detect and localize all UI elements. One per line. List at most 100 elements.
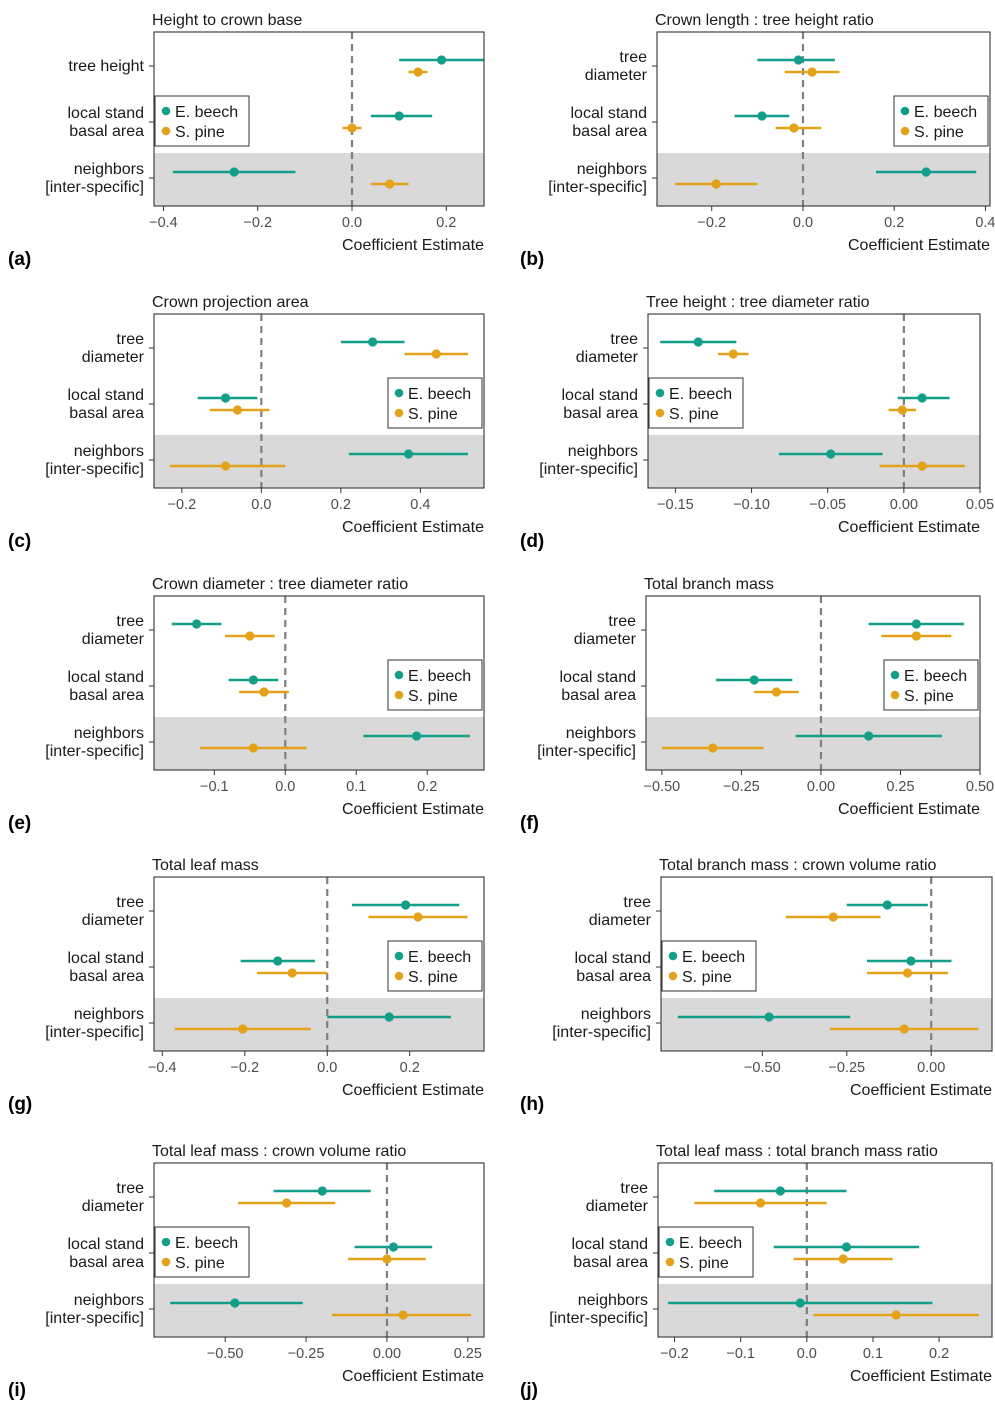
category-label: neighbors <box>74 1006 144 1023</box>
estimate-point <box>382 1254 392 1264</box>
category-label: basal area <box>561 687 636 704</box>
category-label: tree <box>620 1180 648 1197</box>
legend-beech-label: E. beech <box>914 104 977 121</box>
category-label: neighbors <box>74 161 144 178</box>
x-tick-label: 0.0 <box>797 1346 817 1362</box>
category-label: [inter-specific] <box>552 1024 651 1041</box>
panel-label: (g) <box>8 1094 32 1115</box>
legend: E. beech S. pine <box>883 659 979 711</box>
category-label: neighbors <box>74 1292 144 1309</box>
plot-frame <box>647 313 981 489</box>
panel-title: Crown diameter : tree diameter ratio <box>152 576 408 593</box>
legend-box <box>387 940 483 992</box>
plot-frame <box>153 31 485 207</box>
category-label: basal area <box>69 1254 144 1271</box>
panel-label: (i) <box>8 1380 26 1401</box>
legend-beech-label: E. beech <box>408 668 471 685</box>
category-label: [inter-specific] <box>45 1310 144 1327</box>
x-axis-label: Coefficient Estimate <box>850 1082 992 1099</box>
legend-pine-label: S. pine <box>175 124 225 141</box>
legend: E. beech S. pine <box>661 940 757 992</box>
panel-label: (j) <box>520 1380 538 1401</box>
legend-beech-marker <box>394 670 404 680</box>
panel-title: Total branch mass <box>644 576 774 593</box>
category-label: [inter-specific] <box>548 179 647 196</box>
estimate-point <box>711 179 721 189</box>
panel-b: Crown length : tree height ratio treediam… <box>520 12 995 270</box>
legend: E. beech S. pine <box>154 1226 250 1278</box>
legend: E. beech S. pine <box>387 377 483 429</box>
inter-specific-band <box>661 998 992 1051</box>
x-tick-label: −0.2 <box>230 1060 259 1076</box>
category-label: neighbors <box>581 1006 651 1023</box>
estimate-point <box>828 912 838 922</box>
estimate-point <box>436 55 447 65</box>
x-tick-label: 0.25 <box>886 779 914 795</box>
category-label: [inter-specific] <box>549 1310 648 1327</box>
category-label: local stand <box>571 105 648 122</box>
legend-pine-label: S. pine <box>914 124 964 141</box>
panel-label: (a) <box>8 249 31 270</box>
legend-beech-marker <box>394 388 404 398</box>
category-label: [inter-specific] <box>45 743 144 760</box>
x-tick-label: −0.4 <box>149 215 178 231</box>
x-tick-label: 0.0 <box>342 215 362 231</box>
plot-frame <box>660 876 993 1052</box>
x-tick-label: 0.2 <box>929 1346 949 1362</box>
estimate-point <box>347 123 357 133</box>
category-label: [inter-specific] <box>537 743 636 760</box>
legend-beech-marker <box>900 106 910 116</box>
x-tick-label: −0.50 <box>644 779 681 795</box>
estimate-point <box>403 449 414 459</box>
legend-pine-marker <box>394 408 404 418</box>
category-label: local stand <box>572 1236 649 1253</box>
legend-box <box>658 1226 754 1278</box>
panel-title: Height to crown base <box>152 12 302 29</box>
plot-frame <box>153 595 485 771</box>
category-label: diameter <box>82 1198 145 1215</box>
legend-pine-marker <box>665 1257 675 1267</box>
estimate-point <box>191 619 202 629</box>
x-tick-label: 0.00 <box>917 1060 945 1076</box>
category-label: diameter <box>82 631 145 648</box>
x-axis-label: Coefficient Estimate <box>342 1368 484 1385</box>
legend-pine-marker <box>394 971 404 981</box>
legend-beech-marker <box>890 670 900 680</box>
legend-beech-marker <box>161 106 171 116</box>
estimate-point <box>708 743 718 753</box>
legend-beech-label: E. beech <box>408 386 471 403</box>
x-tick-label: 0.4 <box>975 215 995 231</box>
panel-title: Crown projection area <box>152 294 309 311</box>
estimate-point <box>431 349 441 359</box>
legend-beech-label: E. beech <box>408 949 471 966</box>
inter-specific-band <box>154 717 484 770</box>
legend-box <box>648 377 744 429</box>
plot-frame <box>656 31 991 207</box>
inter-specific-band <box>154 1284 484 1337</box>
panel-label: (b) <box>520 249 544 270</box>
legend-box <box>883 659 979 711</box>
panel-label: (f) <box>520 813 539 834</box>
category-label: tree <box>623 894 651 911</box>
x-tick-label: 0.2 <box>436 215 456 231</box>
x-tick-label: 0.00 <box>807 779 835 795</box>
legend: E. beech S. pine <box>387 940 483 992</box>
category-label: basal area <box>573 1254 648 1271</box>
legend-pine-label: S. pine <box>679 1255 729 1272</box>
estimate-point <box>728 349 738 359</box>
x-axis-label: Coefficient Estimate <box>850 1368 992 1385</box>
x-tick-label: −0.25 <box>288 1346 325 1362</box>
inter-specific-band <box>154 153 484 206</box>
category-label: basal area <box>572 123 647 140</box>
legend: E. beech S. pine <box>658 1226 754 1278</box>
x-tick-label: 0.2 <box>331 497 351 513</box>
panel-a: Height to crown base tree height local sta… <box>8 12 485 270</box>
category-label: diameter <box>576 349 639 366</box>
estimate-point <box>317 1186 327 1196</box>
legend-box <box>154 1226 250 1278</box>
legend-pine-label: S. pine <box>682 969 732 986</box>
legend-pine-marker <box>161 126 171 136</box>
x-tick-label: 0.2 <box>400 1060 420 1076</box>
legend-box <box>387 659 483 711</box>
estimate-point <box>917 393 927 403</box>
